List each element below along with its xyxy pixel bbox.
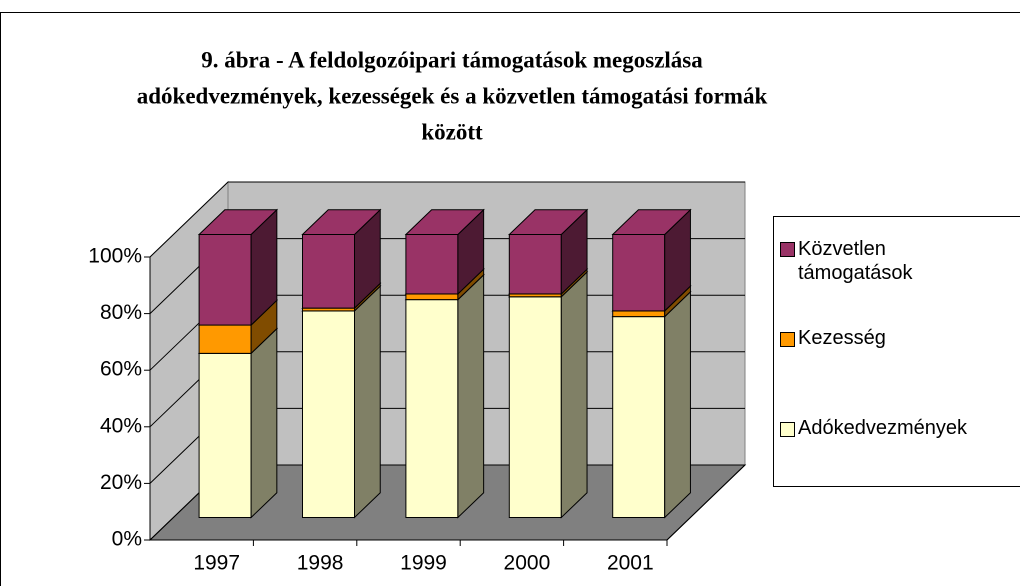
bar-front: [612, 316, 666, 518]
legend-label: Kezesség: [798, 327, 886, 349]
bar-front: [405, 234, 459, 295]
bar-segment: [197, 208, 279, 327]
y-tick-label: 60%: [100, 358, 142, 381]
bar-segment: [404, 273, 485, 519]
bar-front: [302, 310, 355, 518]
bar-top: [611, 209, 692, 235]
chart-title: adókedvezmények, kezességek és a közvetl…: [137, 83, 768, 108]
legend-label: Adókedvezmények: [798, 417, 967, 439]
legend-swatch: [780, 242, 795, 257]
chart-title: 9. ábra - A feldolgozóipari támogatások …: [201, 47, 703, 72]
y-tick-label: 20%: [100, 471, 142, 494]
bar-side: [560, 270, 588, 519]
bar-top: [197, 209, 279, 235]
legend-swatch: [780, 332, 795, 347]
bar-front: [198, 352, 252, 518]
bar-front: [508, 296, 562, 519]
bar-segment: [611, 290, 692, 519]
bar-top: [404, 209, 485, 235]
x-tick-label: 1998: [297, 552, 344, 575]
y-tick-label: 100%: [88, 245, 142, 268]
chart-title: között: [421, 119, 483, 144]
bar-segment: [508, 208, 589, 296]
bar-segment: [404, 208, 485, 296]
bar-side: [250, 327, 278, 519]
legend-item: Adókedvezmények: [780, 417, 967, 440]
legend: Közvetlen támogatások Kezesség Adókedvezmé…: [773, 216, 1020, 487]
bar-front: [612, 310, 666, 318]
bar-segment: [301, 284, 382, 519]
y-tick-label: 0%: [112, 528, 142, 551]
bar-top: [301, 209, 382, 235]
bar-segment: [301, 208, 382, 310]
grid-line: [149, 181, 745, 258]
bar-segment: [611, 208, 692, 313]
bar-front: [302, 234, 355, 309]
x-tick-label: 1997: [193, 552, 240, 575]
bar-front: [198, 234, 252, 326]
bar-side: [354, 284, 381, 519]
bar-segment: [197, 327, 279, 519]
y-tick-label: 80%: [100, 301, 142, 324]
floor-edge: [666, 464, 746, 541]
bar-front: [508, 234, 562, 295]
bar-side: [457, 273, 485, 519]
y-tick-label: 40%: [100, 414, 142, 437]
x-tick-label: 1999: [400, 552, 447, 575]
bar-top: [508, 209, 589, 235]
frame: [0, 12, 1020, 586]
x-tick-label: 2000: [504, 552, 551, 575]
bar-front: [405, 293, 459, 301]
bar-front: [405, 299, 459, 518]
bar-side: [664, 290, 691, 519]
legend-item: Közvetlen támogatások: [780, 237, 948, 285]
bar-segment: [508, 270, 589, 519]
bar-front: [198, 324, 252, 354]
legend-swatch: [780, 422, 795, 437]
legend-label: Közvetlen támogatások: [798, 238, 913, 284]
bar-front: [612, 234, 666, 312]
legend-item: Kezesség: [780, 327, 886, 350]
x-tick-label: 2001: [607, 552, 654, 575]
